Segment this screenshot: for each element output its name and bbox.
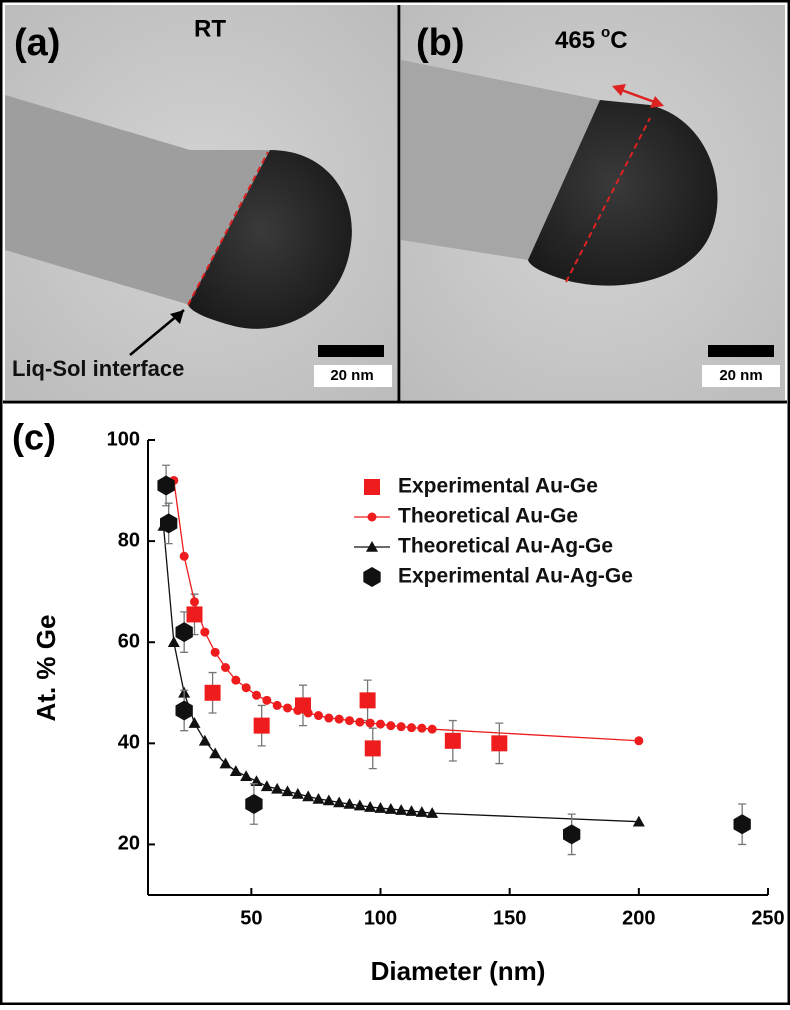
scale-label: 20 nm [330,367,373,384]
scale-bar [708,345,774,357]
panel-title: 465 oC [555,24,628,54]
marker-square [364,479,380,495]
marker-circle [407,723,416,732]
scale-bar [318,345,384,357]
marker-circle [634,736,643,745]
marker-circle [211,648,220,657]
marker-circle [314,711,323,720]
panel-label: (c) [12,417,56,458]
marker-circle [345,716,354,725]
marker-circle [262,696,271,705]
marker-circle [190,597,199,606]
x-tick-label: 150 [493,907,526,929]
marker-circle [376,720,385,729]
x-axis-title: Diameter (nm) [371,956,546,986]
title-number: 465 [555,27,595,54]
y-tick-label: 40 [118,732,140,754]
marker-circle [324,714,333,723]
legend-label: Theoretical Au-Ag-Ge [398,535,613,558]
y-tick-label: 80 [118,529,140,551]
marker-circle [221,663,230,672]
x-tick-label: 250 [751,907,784,929]
figure: (a) RT Liq-Sol interface 20 nm (b) 465 oC… [0,0,790,1005]
panel-label: (a) [14,22,60,64]
marker-circle [397,722,406,731]
legend-label: Experimental Au-Ag-Ge [398,565,633,588]
scale-label: 20 nm [719,367,762,384]
x-tick-label: 50 [240,907,262,929]
title-sup: o [601,24,610,41]
marker-circle [293,706,302,715]
annotation: Liq-Sol interface [12,356,184,381]
x-tick-label: 100 [364,907,397,929]
marker-square [365,740,381,756]
marker-circle [200,628,209,637]
marker-square [205,685,221,701]
y-axis-title: At. % Ge [31,615,61,722]
marker-square [491,735,507,751]
marker-circle [283,703,292,712]
legend-label: Theoretical Au-Ge [398,505,578,528]
marker-circle [368,513,377,522]
y-tick-label: 100 [107,428,140,450]
panel-label: (b) [416,22,465,64]
legend-label: Experimental Au-Ge [398,475,598,498]
marker-circle [252,691,261,700]
x-tick-label: 200 [622,907,655,929]
marker-circle [366,719,375,728]
marker-square [360,692,376,708]
marker-square [254,718,270,734]
panel-title: RT [194,15,226,42]
marker-circle [417,724,426,733]
y-tick-label: 60 [118,631,140,653]
title-unit: C [610,27,627,54]
marker-circle [231,676,240,685]
panel-b: (b) 465 oC 20 nm [401,5,785,400]
marker-circle [273,701,282,710]
y-tick-label: 20 [118,833,140,855]
marker-circle [335,715,344,724]
marker-circle [304,709,313,718]
marker-circle [428,725,437,734]
marker-circle [180,552,189,561]
panel-a: (a) RT Liq-Sol interface 20 nm [5,5,398,400]
marker-square [445,733,461,749]
marker-circle [355,718,364,727]
marker-circle [242,683,251,692]
marker-circle [386,721,395,730]
